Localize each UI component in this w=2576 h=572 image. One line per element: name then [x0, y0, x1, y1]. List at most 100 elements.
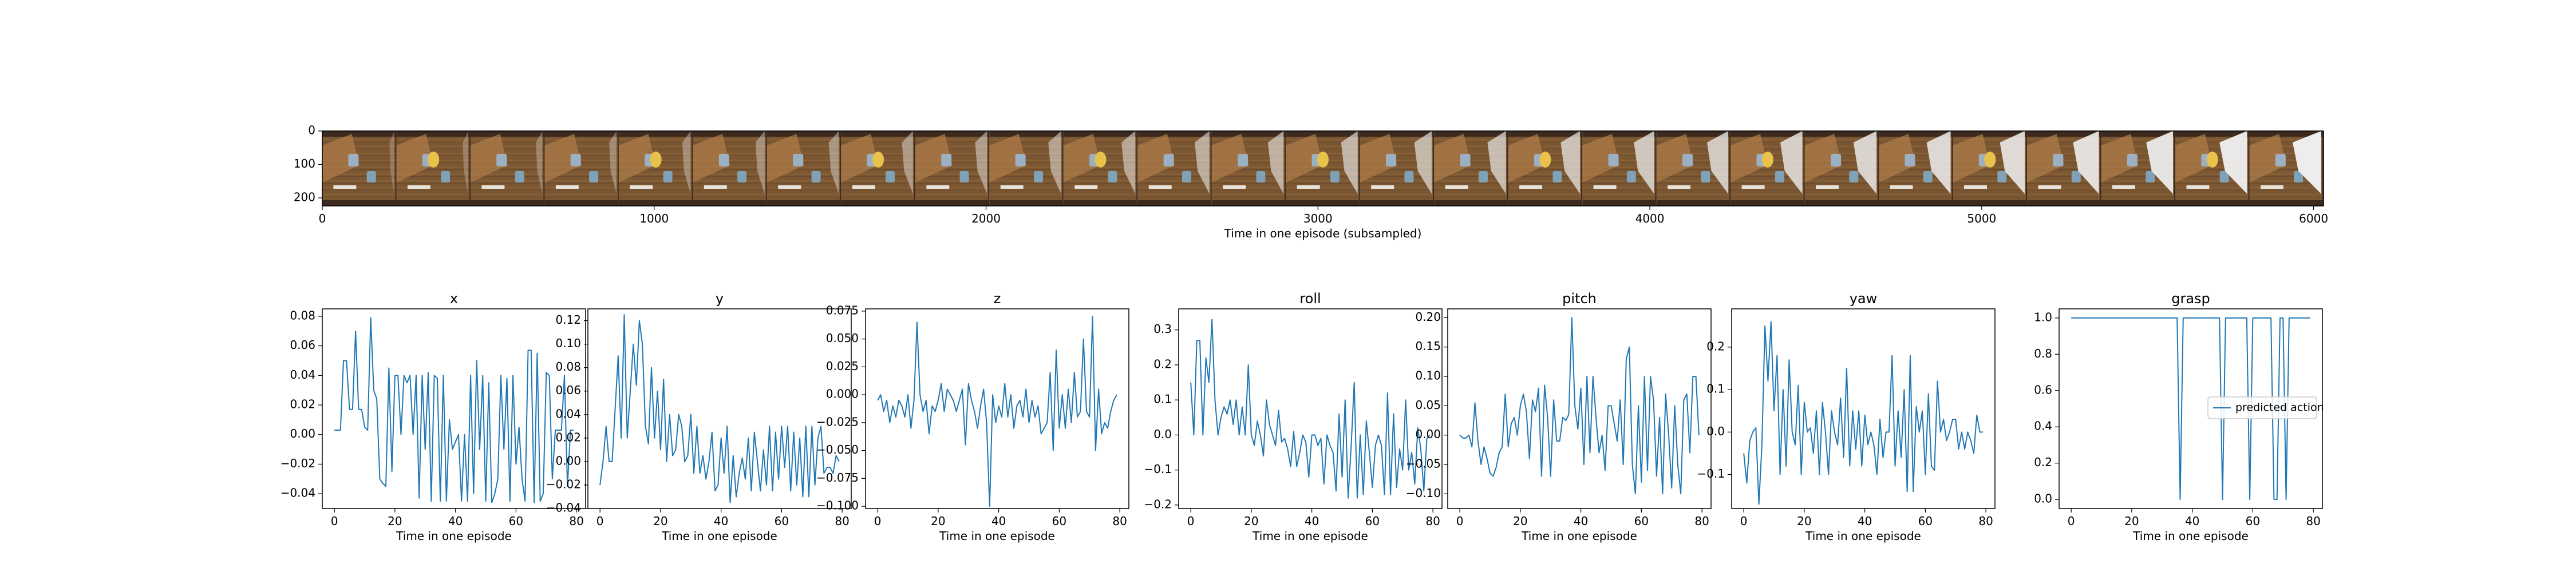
series-line [1743, 321, 1983, 505]
y-tick-label: −0.02 [280, 456, 315, 470]
y-tick-label: 0.10 [555, 336, 581, 350]
x-tick-label: 80 [569, 514, 583, 528]
y-tick-label: 200 [294, 190, 315, 204]
x-tick-label: 3000 [1303, 212, 1333, 225]
episode-frame [1434, 131, 1508, 206]
x-tick-label: 1000 [639, 212, 669, 225]
episode-frame [1804, 131, 1879, 206]
x-tick-label: 60 [1052, 514, 1066, 528]
y-tick-label: 100 [294, 157, 315, 170]
y-tick-label: 0.0 [2034, 492, 2052, 506]
y-tick-label: −0.10 [1406, 486, 1441, 500]
x-tick-label: 40 [991, 514, 1006, 528]
x-tick-label: 20 [1244, 514, 1258, 528]
y-tick-label: 0.15 [1415, 339, 1441, 353]
episode-frame [915, 131, 990, 206]
subplot-title: pitch [1562, 291, 1597, 307]
x-tick-label: 80 [1694, 514, 1709, 528]
y-tick-label: −0.1 [1144, 462, 1172, 476]
plot-frame [322, 308, 586, 509]
subplot-pitch: 0 20 40 60 80 −0.10 −0.05 0.00 0.05 0.10 0.15 0.20 p… [1406, 291, 1712, 543]
subplot-roll: 0 20 40 60 80 −0.2 −0.1 0.0 0.1 0.2 0.3 roll Time in… [1144, 291, 1443, 543]
y-tick-label: 0.04 [290, 368, 315, 382]
episode-frame [1879, 131, 1953, 206]
y-tick-label: 0.04 [555, 407, 581, 420]
y-tick-label: 0.08 [555, 360, 581, 374]
x-tick-label: 40 [1305, 514, 1319, 528]
series-line [334, 317, 574, 503]
x-tick-label: 40 [1574, 514, 1588, 528]
x-axis-label: Time in one episode [396, 529, 512, 543]
y-tick-label: 1.0 [2034, 310, 2052, 324]
x-tick-label: 40 [1858, 514, 1872, 528]
y-tick-label: 0.06 [555, 383, 581, 397]
y-tick-label: 0.8 [2034, 347, 2052, 360]
x-tick-label: 80 [835, 514, 849, 528]
plot-frame [1447, 308, 1712, 509]
y-tick-label: 0.05 [1415, 398, 1441, 412]
legend-label: predicted action [2235, 402, 2324, 414]
x-axis-label: Time in one episode [1521, 529, 1637, 543]
y-tick-label: 0.00 [555, 454, 581, 467]
episode-frame [544, 131, 619, 206]
y-tick-label: 0.00 [290, 427, 315, 440]
y-tick-label: 0.000 [826, 387, 859, 401]
x-axis-label: Time in one episode [1252, 529, 1368, 543]
episode-frame [767, 131, 841, 206]
y-tick-label: 0.4 [2034, 419, 2052, 433]
action-subplots: 0 20 40 60 80−0.04−0.020.000.020.040.060.08x… [280, 291, 2324, 543]
x-axis-label: Time in one episode [939, 529, 1055, 543]
series-line [599, 314, 840, 503]
strip-axes: 0 1000 2000 3000 4000 5000 6000 0 100 200 Time in … [294, 124, 2328, 241]
series-line [2071, 317, 2310, 500]
y-tick-label: −0.1 [1697, 467, 1725, 480]
x-tick-label: 0 [1187, 514, 1195, 528]
y-tick-label: 0.2 [2034, 455, 2052, 469]
x-tick-label: 0 [319, 212, 326, 225]
episode-frame [2101, 131, 2176, 206]
subplot-title: yaw [1850, 291, 1878, 307]
x-tick-label: 60 [1634, 514, 1649, 528]
y-tick-label: 0.2 [1153, 357, 1172, 371]
y-tick-label: 0.1 [1153, 392, 1172, 406]
y-tick-label: 0.00 [1415, 427, 1441, 441]
episode-frame [1360, 131, 1435, 206]
x-tick-label: 20 [1797, 514, 1811, 528]
x-tick-label: 60 [1365, 514, 1380, 528]
y-tick-label: −0.05 [1406, 457, 1441, 471]
episode-frame [1063, 131, 1138, 206]
subplot-x: 0 20 40 60 80−0.04−0.020.000.020.040.060.08x… [280, 291, 586, 543]
y-tick-label: 0.20 [1415, 310, 1441, 324]
x-tick-label: 0 [2068, 514, 2075, 528]
subplot-grasp: 0 20 40 60 80 0.0 0.2 0.4 0.6 0.8 1.0 grasp Time in … [2034, 291, 2324, 543]
plot-frame [587, 308, 852, 509]
y-tick-label: 0.1 [1706, 382, 1725, 396]
strip-frame [322, 130, 2324, 206]
y-tick-label: 0.0 [1706, 424, 1725, 438]
subplot-title: x [450, 291, 458, 307]
y-tick-label: 0 [308, 124, 315, 137]
y-tick-label: 0.3 [1153, 322, 1172, 336]
plot-frame [865, 308, 1129, 509]
x-tick-label: 80 [1978, 514, 1993, 528]
episode-frame [1286, 131, 1360, 206]
x-tick-label: 20 [388, 514, 402, 528]
episode-frame [1137, 131, 1212, 206]
subplot-yaw: 0 20 40 60 80 −0.1 0.0 0.1 0.2 yaw Time in one epi… [1697, 291, 1996, 543]
x-tick-label: 60 [2246, 514, 2260, 528]
episode-frames [322, 131, 2324, 206]
episode-frame [2249, 131, 2324, 206]
y-tick-label: −0.025 [816, 415, 859, 428]
x-tick-label: 80 [1425, 514, 1440, 528]
y-tick-label: 0.0 [1153, 427, 1172, 441]
y-tick-label: 0.02 [555, 430, 581, 444]
x-tick-label: 2000 [971, 212, 1001, 225]
series-line [1190, 319, 1431, 499]
y-tick-label: 0.075 [826, 303, 859, 317]
plot-frame [1731, 308, 1996, 509]
y-tick-label: 0.050 [826, 331, 859, 345]
x-tick-label: 5000 [1967, 212, 1996, 225]
subplot-z: 0 20 40 60 80−0.100−0.075−0.050−0.0250.0000.… [816, 291, 1129, 543]
y-tick-label: 0.12 [555, 313, 581, 327]
series-line [1459, 317, 1700, 495]
